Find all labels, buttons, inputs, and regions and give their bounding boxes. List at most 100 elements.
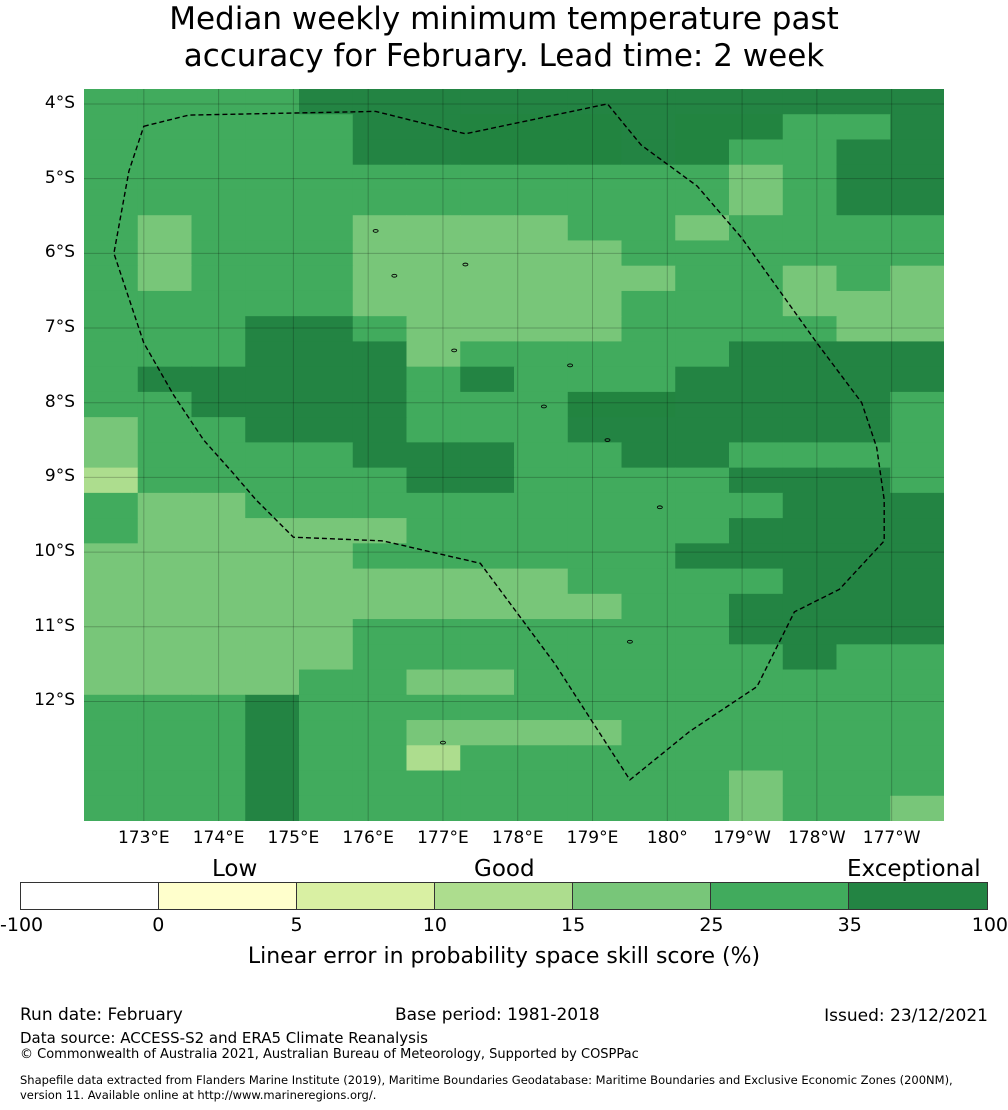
skill-cell xyxy=(782,215,838,242)
skill-cell xyxy=(836,215,891,242)
skill-cell xyxy=(514,265,569,292)
skill-cell xyxy=(514,795,569,821)
skill-cell xyxy=(245,694,300,721)
skill-cell xyxy=(514,89,569,115)
skill-cell xyxy=(782,568,838,595)
skill-cell xyxy=(621,391,676,418)
skill-cell xyxy=(352,89,408,115)
skill-cell xyxy=(245,114,300,141)
skill-cell xyxy=(84,492,139,519)
skill-cell xyxy=(675,694,730,721)
skill-cell xyxy=(621,366,676,393)
skill-cell xyxy=(890,215,944,242)
skill-cell xyxy=(621,417,676,443)
skill-cell xyxy=(352,114,408,141)
skill-cell xyxy=(782,164,838,191)
skill-cell xyxy=(621,492,676,519)
skill-cell xyxy=(567,215,623,242)
skill-cell xyxy=(729,543,784,570)
skill-cell xyxy=(729,316,784,343)
skill-cell xyxy=(621,164,676,191)
skill-cell xyxy=(191,518,246,544)
skill-cell xyxy=(137,366,193,393)
skill-cell xyxy=(245,619,300,645)
skill-cell xyxy=(890,619,944,645)
skill-cell xyxy=(191,366,246,393)
skill-cell xyxy=(245,189,300,216)
skill-cell xyxy=(352,164,408,191)
skill-cell xyxy=(567,745,623,772)
skill-cell xyxy=(621,568,676,595)
colorbar xyxy=(20,882,988,910)
skill-cell xyxy=(460,114,515,141)
skill-cell xyxy=(729,442,784,469)
skill-cell xyxy=(729,417,784,443)
skill-cell xyxy=(299,164,354,191)
skill-cell xyxy=(352,290,408,317)
skill-cell xyxy=(729,114,784,141)
skill-cell xyxy=(890,694,944,721)
skill-cell xyxy=(84,89,139,115)
skill-cell xyxy=(782,518,838,544)
skill-cell xyxy=(836,290,891,317)
skill-cell xyxy=(299,745,354,772)
skill-cell xyxy=(191,694,246,721)
skill-cell xyxy=(890,543,944,570)
skill-cell xyxy=(191,568,246,595)
skill-cell xyxy=(782,795,838,821)
lon-tick-label: 173°E xyxy=(117,828,170,848)
skill-cell xyxy=(137,114,193,141)
skill-cell xyxy=(245,316,300,343)
skill-cell xyxy=(406,644,461,671)
skill-cell xyxy=(567,316,623,343)
skill-cell xyxy=(245,290,300,317)
island-outline xyxy=(604,438,611,442)
skill-cell xyxy=(137,215,193,242)
skill-cell xyxy=(191,593,246,620)
gridlines xyxy=(84,89,944,821)
lat-tick-label: 11°S xyxy=(34,615,75,636)
skill-cell xyxy=(352,694,408,721)
skill-cell xyxy=(729,341,784,368)
skill-cell xyxy=(299,114,354,141)
skill-cell xyxy=(406,341,461,368)
skill-cell xyxy=(352,265,408,292)
lon-tick-label: 177°E xyxy=(417,828,469,848)
skill-cell xyxy=(406,290,461,317)
skill-cell xyxy=(84,341,139,368)
island-outline xyxy=(451,348,458,353)
skill-cell xyxy=(406,568,461,595)
skill-cell xyxy=(836,543,891,570)
skill-cell xyxy=(352,442,408,469)
skill-cell xyxy=(406,745,461,772)
skill-cell xyxy=(406,366,461,393)
category-low: Low xyxy=(212,856,258,882)
eez-boundary xyxy=(113,103,885,781)
skill-cell xyxy=(245,442,300,469)
skill-cell xyxy=(836,265,891,292)
skill-cell xyxy=(406,518,461,544)
skill-cell xyxy=(890,391,944,418)
skill-cell xyxy=(836,240,891,267)
skill-cell xyxy=(890,442,944,469)
skill-cell xyxy=(729,391,784,418)
skill-cell xyxy=(621,240,676,267)
skill-cell xyxy=(352,518,408,544)
skill-cell xyxy=(890,745,944,772)
lon-tick-label: 176°E xyxy=(342,828,395,848)
skill-cell xyxy=(514,568,569,595)
skill-cell xyxy=(460,770,515,797)
skill-cell xyxy=(352,215,408,242)
skill-cell xyxy=(191,417,246,443)
skill-cell xyxy=(299,694,354,721)
skill-cell xyxy=(621,341,676,368)
skill-cell xyxy=(84,391,139,418)
skill-cell xyxy=(299,417,354,443)
skill-cell xyxy=(675,593,730,620)
skill-cell xyxy=(836,593,891,620)
skill-cell xyxy=(567,89,623,115)
skill-cell xyxy=(245,417,300,443)
skill-cell xyxy=(406,189,461,216)
skill-cell xyxy=(137,290,193,317)
skill-cell xyxy=(675,164,730,191)
